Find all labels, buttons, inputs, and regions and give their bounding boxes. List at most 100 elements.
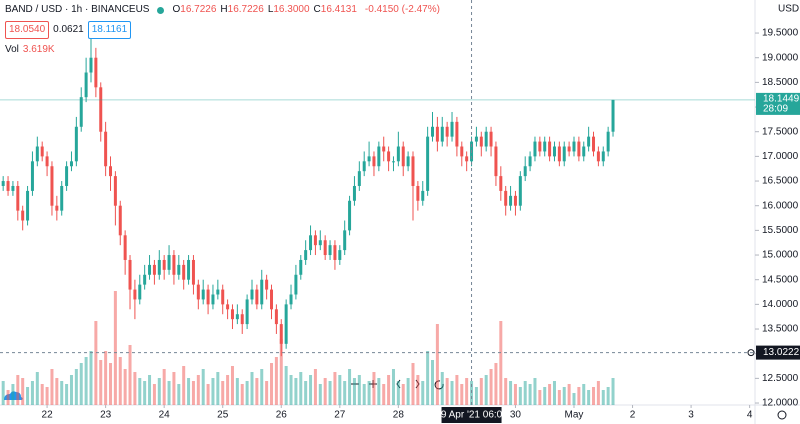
candle-body (40, 146, 44, 157)
volume-bar (187, 378, 191, 405)
candle-body (582, 146, 586, 157)
x-tick-label: 26 (276, 410, 288, 421)
y-tick-label: 12.0000 (762, 398, 799, 409)
x-tick-label: 23 (100, 410, 112, 421)
volume-bar (196, 375, 200, 405)
candle-body (431, 126, 435, 137)
x-tick-label: 24 (159, 410, 171, 421)
candle-body (26, 190, 30, 221)
candle-body (206, 289, 210, 305)
volume-bar (352, 378, 356, 405)
y-tick-label: 17.5000 (762, 126, 799, 137)
candle-body (265, 279, 269, 290)
candle-body (94, 57, 98, 88)
candle-body (382, 146, 386, 152)
candle-body (343, 230, 347, 251)
ohlc-label: L (267, 4, 274, 15)
volume-bar (304, 381, 308, 405)
volume-bar (504, 378, 508, 405)
ohlc: O16.7226 H16.7226 L16.3000 C16.4131 (172, 3, 360, 17)
candle-body (611, 99, 615, 132)
volume-bar (343, 381, 347, 405)
volume-bar (245, 381, 249, 405)
volume-bar (387, 375, 391, 405)
bid[interactable]: 18.0540 (5, 21, 50, 39)
candle-body (113, 176, 117, 206)
volume-bar (255, 378, 259, 405)
volume-bar (533, 378, 537, 405)
volume-bar (216, 372, 220, 405)
volume-bar (45, 387, 49, 405)
volume-bar (6, 390, 10, 405)
candle-body (592, 136, 596, 152)
volume-bar (143, 381, 147, 405)
candle-body (284, 304, 288, 344)
ohlc-value: 16.7226 (227, 4, 264, 15)
settings[interactable] (777, 410, 787, 420)
candle-body (328, 245, 332, 256)
candle-body (279, 324, 283, 344)
candle-body (465, 156, 469, 162)
volume-bar (582, 384, 586, 405)
volume-bar (362, 384, 366, 405)
volume-bar (1, 381, 5, 405)
candle-body (455, 121, 459, 147)
y-tick-label: 15.5000 (762, 225, 799, 236)
candle-body (55, 205, 59, 211)
candle-body (362, 161, 366, 172)
volume-bar (235, 378, 239, 405)
candle-body (416, 185, 420, 201)
volume-bar (104, 351, 108, 405)
candle-body (235, 314, 239, 320)
candle-body (260, 279, 264, 305)
candle-body (426, 136, 430, 191)
candle-body (601, 151, 605, 162)
volume-bar (79, 363, 83, 405)
volume-bar (543, 387, 547, 405)
candle-body (562, 146, 566, 162)
change: -0.4150 (-2.47%) (364, 4, 440, 15)
volume-bar (557, 390, 561, 405)
volume-bar (16, 375, 20, 405)
candle-body (318, 240, 322, 246)
volume-bar (60, 381, 64, 405)
ask[interactable]: 18.1161 (87, 21, 132, 39)
volume-bar (250, 372, 254, 405)
volume-bar (426, 351, 430, 405)
candle-body (74, 126, 78, 162)
volume-bar (562, 387, 566, 405)
candle-body (489, 131, 493, 147)
candle-body (348, 200, 352, 231)
ohlc-value: 16.4131 (320, 4, 357, 15)
volume-bar (35, 372, 39, 405)
y-tick-label: 16.5000 (762, 176, 799, 187)
candle-body (387, 151, 391, 162)
candle-body (99, 87, 103, 132)
volume-bar (84, 357, 88, 405)
volume-bar (528, 384, 532, 405)
volume-bar (294, 378, 298, 405)
candle-body (157, 259, 161, 275)
x-tick-label: 25 (217, 410, 229, 421)
candle-body (479, 136, 483, 147)
candle-body (509, 195, 513, 206)
y-tick-label: 16.0000 (762, 200, 799, 211)
volume-bar (109, 363, 113, 405)
candle-body (504, 190, 508, 206)
candle-body (577, 141, 581, 157)
candle-body (513, 195, 517, 206)
candle-body (196, 284, 200, 300)
symbol[interactable]: BAND / USD · 1h · BINANCEUS (5, 4, 150, 15)
candle-body (245, 299, 249, 325)
crosshair-x-label: 29 Apr '21 06:00 (435, 410, 508, 421)
candle-body (567, 146, 571, 152)
candle-body (411, 156, 415, 186)
volume-bar (279, 339, 283, 405)
candle-body (167, 255, 171, 270)
ohlc-value: 16.7226 (180, 4, 217, 15)
candle-body (440, 126, 444, 142)
candle-body (104, 131, 108, 167)
candle-body (138, 284, 142, 300)
volume-bar (377, 378, 381, 405)
